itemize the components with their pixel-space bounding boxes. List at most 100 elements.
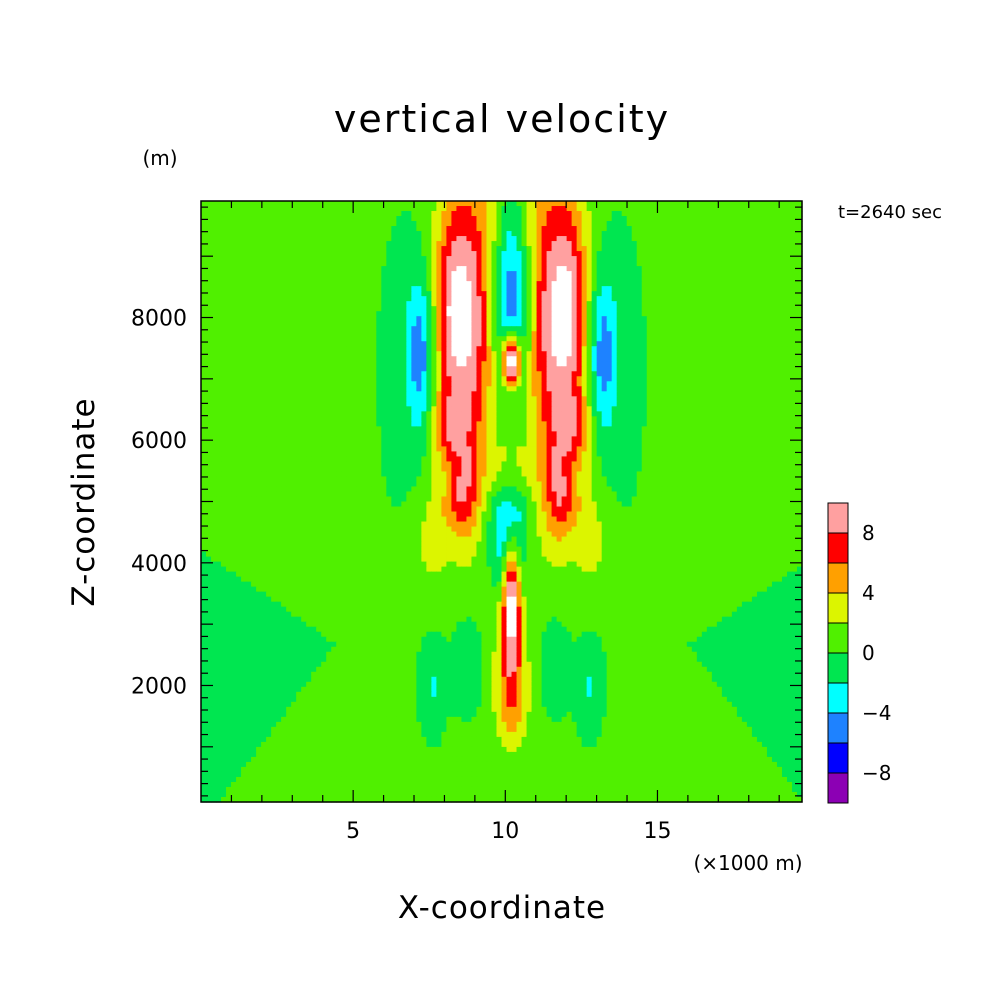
contour-cell xyxy=(416,291,422,297)
contour-cell xyxy=(336,396,342,402)
contour-cell xyxy=(331,336,337,342)
contour-cell xyxy=(401,301,407,307)
contour-cell xyxy=(636,236,643,242)
contour-cell xyxy=(306,341,312,347)
contour-cell xyxy=(781,276,788,282)
contour-cell xyxy=(716,306,723,312)
contour-cell xyxy=(616,401,623,407)
contour-cell xyxy=(516,366,523,372)
contour-cell xyxy=(526,316,533,322)
contour-cell xyxy=(661,271,668,277)
contour-cell xyxy=(716,301,723,307)
contour-cell xyxy=(281,241,287,247)
contour-cell xyxy=(771,341,778,347)
contour-cell xyxy=(201,226,207,232)
contour-cell xyxy=(471,356,478,362)
contour-cell xyxy=(361,286,367,292)
contour-cell xyxy=(596,326,603,332)
contour-cell xyxy=(596,371,603,377)
contour-cell xyxy=(476,401,483,407)
contour-cell xyxy=(671,306,678,312)
contour-cell xyxy=(726,201,733,207)
contour-cell xyxy=(636,226,643,232)
contour-cell xyxy=(456,296,463,302)
contour-cell xyxy=(706,286,713,292)
contour-cell xyxy=(526,376,533,382)
contour-cell xyxy=(356,306,362,312)
contour-cell xyxy=(271,256,277,262)
contour-cell xyxy=(481,336,488,342)
contour-cell xyxy=(686,216,693,222)
contour-cell xyxy=(361,281,367,287)
contour-cell xyxy=(676,396,683,402)
contour-cell xyxy=(686,201,693,207)
contour-cell xyxy=(451,296,458,302)
contour-cell xyxy=(706,366,713,372)
contour-cell xyxy=(766,311,773,317)
contour-cell xyxy=(256,401,262,407)
contour-cell xyxy=(496,201,503,207)
contour-cell xyxy=(231,286,237,292)
contour-cell xyxy=(716,246,723,252)
contour-cell xyxy=(221,216,227,222)
contour-cell xyxy=(231,306,237,312)
contour-cell xyxy=(406,361,412,367)
contour-cell xyxy=(256,386,262,392)
contour-cell xyxy=(511,356,518,362)
contour-cell xyxy=(306,246,312,252)
contour-cell xyxy=(791,366,798,372)
contour-cell xyxy=(261,211,267,217)
contour-cell xyxy=(441,296,448,302)
contour-cell xyxy=(541,391,548,397)
contour-cell xyxy=(451,376,458,382)
contour-cell xyxy=(441,311,448,317)
contour-cell xyxy=(741,386,748,392)
contour-cell xyxy=(411,376,417,382)
contour-cell xyxy=(501,266,508,272)
contour-cell xyxy=(521,301,528,307)
contour-cell xyxy=(381,351,387,357)
contour-cell xyxy=(566,301,573,307)
contour-cell xyxy=(721,206,728,212)
contour-cell xyxy=(341,301,347,307)
contour-cell xyxy=(681,201,688,207)
contour-cell xyxy=(431,326,437,332)
contour-cell xyxy=(576,371,583,377)
contour-cell xyxy=(431,351,437,357)
contour-cell xyxy=(731,266,738,272)
contour-cell xyxy=(276,341,282,347)
contour-cell xyxy=(506,391,513,397)
contour-cell xyxy=(781,386,788,392)
contour-cell xyxy=(391,316,397,322)
contour-cell xyxy=(311,241,317,247)
contour-cell xyxy=(601,366,608,372)
contour-cell xyxy=(211,326,217,332)
contour-cell xyxy=(761,256,768,262)
contour-cell xyxy=(701,341,708,347)
contour-cell xyxy=(506,291,513,297)
contour-cell xyxy=(456,236,463,242)
contour-cell xyxy=(501,256,508,262)
contour-cell xyxy=(391,371,397,377)
contour-cell xyxy=(241,306,247,312)
contour-cell xyxy=(701,201,708,207)
contour-cell xyxy=(621,311,628,317)
contour-cell xyxy=(406,296,412,302)
contour-cell xyxy=(286,376,292,382)
contour-cell xyxy=(556,391,563,397)
contour-cell xyxy=(751,376,758,382)
contour-cell xyxy=(371,336,377,342)
contour-cell xyxy=(691,316,698,322)
contour-cell xyxy=(466,241,473,247)
contour-cell xyxy=(611,356,618,362)
contour-cell xyxy=(356,291,362,297)
contour-cell xyxy=(306,396,312,402)
contour-cell xyxy=(366,226,372,232)
contour-cell xyxy=(531,401,538,407)
contour-cell xyxy=(276,336,282,342)
contour-cell xyxy=(361,271,367,277)
contour-cell xyxy=(681,271,688,277)
contour-cell xyxy=(756,241,763,247)
contour-cell xyxy=(786,291,793,297)
contour-cell xyxy=(486,281,493,287)
